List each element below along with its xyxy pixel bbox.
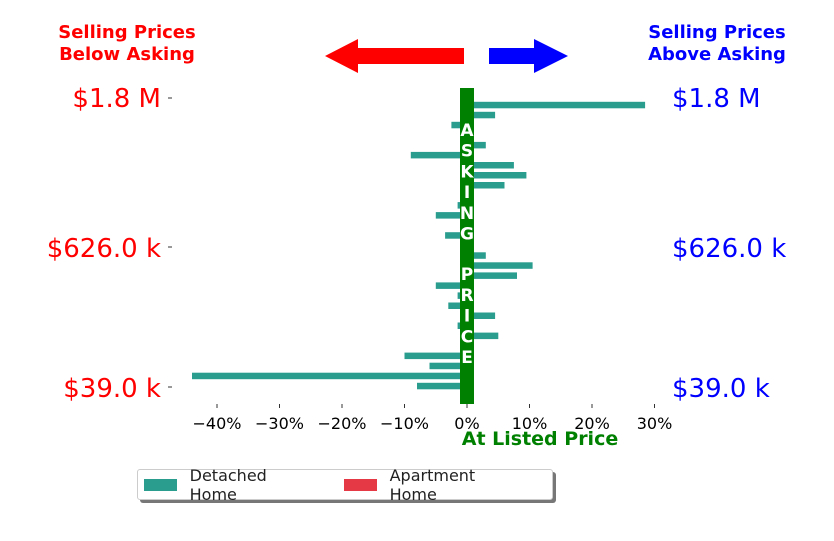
asking-letter: G <box>460 225 474 245</box>
detached-bar <box>435 212 468 219</box>
asking-price-band <box>460 88 474 404</box>
legend-label-apartment: Apartment Home <box>389 465 476 504</box>
detached-bar <box>445 232 467 239</box>
below-asking-label-line1: Selling Prices <box>58 22 195 43</box>
x-tick-label: 30% <box>637 414 673 433</box>
detached-bar <box>467 162 514 169</box>
detached-bar <box>467 312 496 319</box>
asking-letter: E <box>461 348 473 368</box>
below-asking-label-line2: Below Asking <box>59 44 195 65</box>
x-axis-label: At Listed Price <box>462 428 618 450</box>
legend-label-detached: Detached Home <box>189 465 267 504</box>
x-tick-label: 10% <box>512 414 548 433</box>
arrow-right-icon <box>489 39 568 73</box>
legend-swatch-detached <box>144 478 177 491</box>
x-tick-label: 0% <box>454 414 479 433</box>
legend-swatch-apartment <box>343 478 377 491</box>
detached-bar <box>448 302 468 309</box>
asking-letter: I <box>464 183 470 203</box>
detached-bar <box>467 182 505 189</box>
y-tick-left-bottom: $39.0 k <box>63 374 161 404</box>
detached-bar <box>192 372 467 380</box>
asking-letter: R <box>460 286 473 306</box>
asking-letter: C <box>461 327 473 347</box>
asking-letter: K <box>460 162 474 182</box>
legend-item-detached: Detached Home <box>144 466 314 504</box>
legend-item-apartment: Apartment Home <box>343 465 522 504</box>
x-tick-label: 20% <box>574 414 610 433</box>
y-tick-right-bottom: $39.0 k <box>672 374 770 404</box>
detached-bar <box>417 382 467 390</box>
x-tick-label: −10% <box>380 414 429 433</box>
detached-bar <box>467 111 496 119</box>
above-asking-label-line2: Above Asking <box>648 44 786 65</box>
detached-bar <box>467 101 646 109</box>
x-tick-label: −30% <box>255 414 304 433</box>
bars-layer <box>192 101 646 390</box>
y-tick-left-top: $1.8 M <box>72 84 161 114</box>
detached-bar <box>467 332 499 340</box>
detached-bar <box>429 362 467 370</box>
x-axis: −40% −30% −20% −10% 0% 10% 20% 30% <box>193 404 673 433</box>
x-tick-label: −40% <box>193 414 242 433</box>
legend: Detached Home Apartment Home <box>137 466 553 504</box>
asking-letter: N <box>460 204 474 224</box>
detached-bar <box>467 252 486 259</box>
asking-letter: S <box>461 142 473 162</box>
y-tick-right-top: $1.8 M <box>672 84 761 114</box>
asking-letter: P <box>461 265 473 285</box>
detached-bar <box>467 262 533 269</box>
detached-bar <box>435 282 468 289</box>
above-asking-label-line1: Selling Prices <box>648 22 785 43</box>
x-tick-label: −20% <box>318 414 367 433</box>
asking-letter: I <box>464 307 470 327</box>
y-tick-left-mid: $626.0 k <box>47 234 161 264</box>
detached-bar <box>451 121 467 129</box>
detached-bar <box>404 352 467 360</box>
detached-bar <box>467 141 486 149</box>
detached-bar <box>467 172 527 179</box>
detached-bar <box>467 272 517 279</box>
arrow-left-icon <box>325 39 464 73</box>
detached-bar <box>410 151 468 159</box>
asking-letter: A <box>460 121 474 141</box>
y-tick-right-mid: $626.0 k <box>672 234 786 264</box>
